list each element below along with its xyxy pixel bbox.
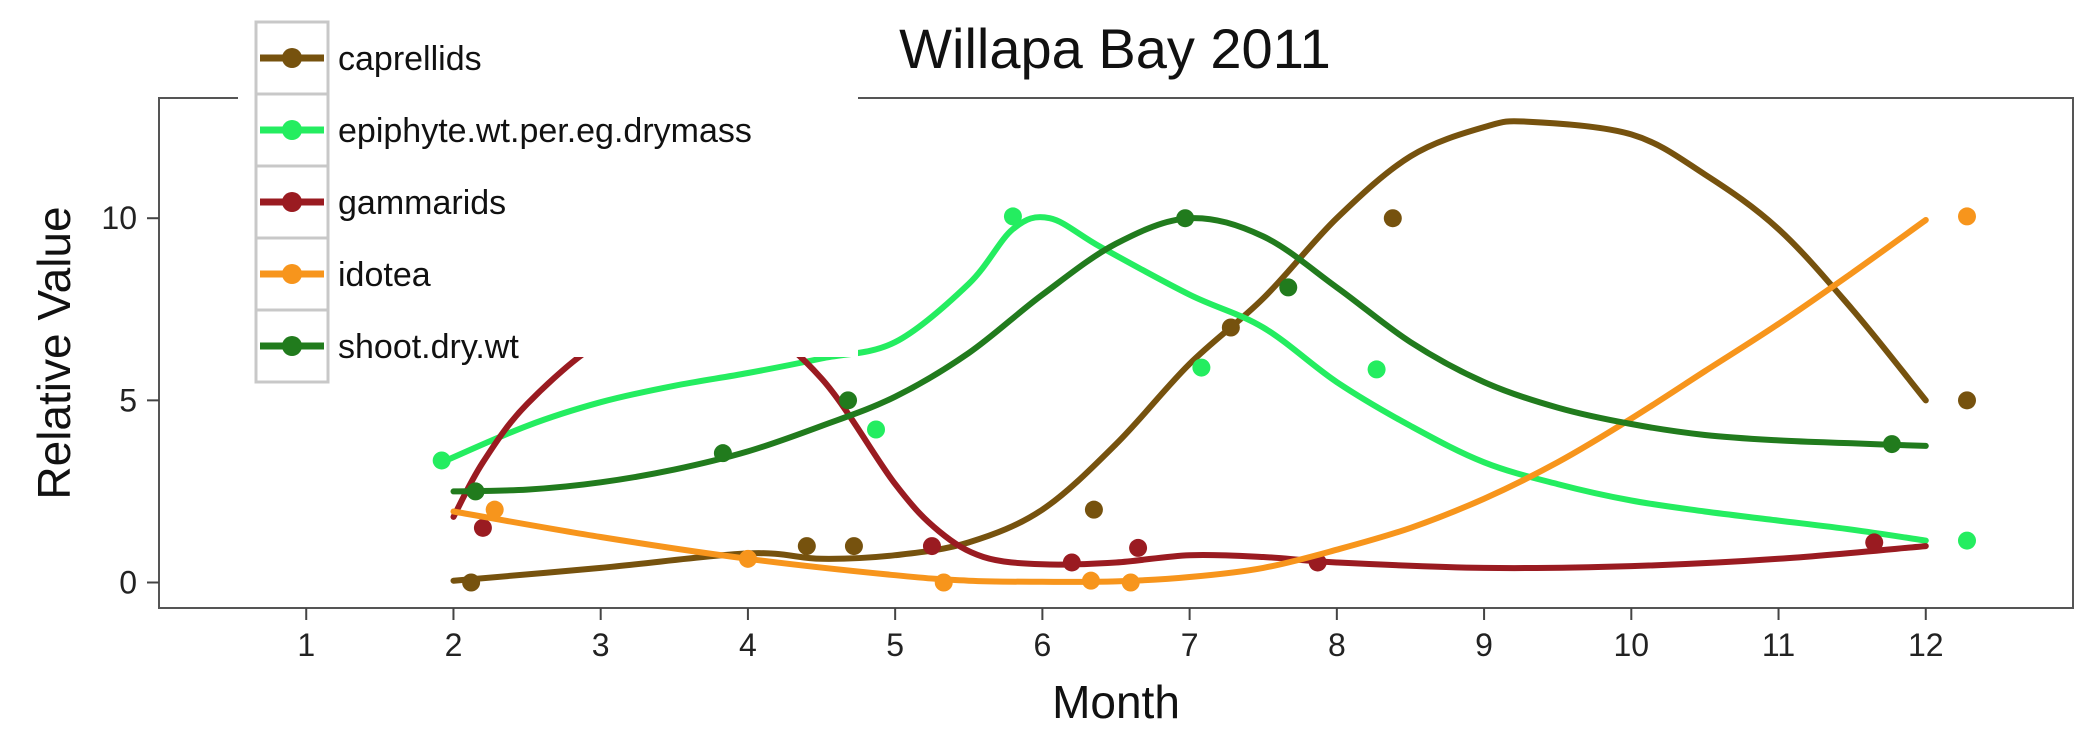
legend-entry: caprellids (254, 20, 482, 96)
legend-entry: epiphyte.wt.per.eg.drymass (254, 92, 752, 168)
series-epiphyte-wt-per-eg-drymass (432, 207, 1976, 550)
legend-key-point (282, 192, 302, 212)
legend-key-point (282, 120, 302, 140)
legend: caprellids epiphyte.wt.per.eg.drymass gamm… (238, 20, 858, 384)
data-point (1957, 391, 1976, 410)
data-point (1221, 318, 1240, 337)
data-point (738, 549, 757, 568)
data-point (1882, 435, 1901, 454)
data-point (1062, 553, 1081, 572)
y-tick-label: 0 (119, 565, 137, 601)
legend-key-point (282, 264, 302, 284)
legend-label: epiphyte.wt.per.eg.drymass (338, 112, 752, 150)
data-point (1084, 500, 1103, 519)
data-point (1367, 360, 1386, 379)
y-tick-label: 5 (119, 382, 137, 418)
data-point (797, 537, 816, 556)
legend-background (238, 22, 858, 357)
data-point (1279, 278, 1298, 297)
data-point (867, 420, 886, 439)
legend-label: caprellids (338, 40, 482, 78)
legend-label: shoot.dry.wt (338, 328, 519, 366)
data-point (1176, 209, 1195, 228)
chart-title: Willapa Bay 2011 (899, 17, 1331, 80)
data-point (934, 573, 953, 592)
data-point (1121, 573, 1140, 592)
data-point (1003, 207, 1022, 226)
x-axis-title: Month (1052, 676, 1180, 728)
x-tick-label: 4 (739, 627, 757, 663)
data-point (432, 451, 451, 470)
y-axis-title: Relative Value (28, 206, 80, 499)
data-point (1081, 571, 1100, 590)
series-line (450, 118, 1929, 584)
data-point (922, 537, 941, 556)
legend-entry: shoot.dry.wt (254, 308, 519, 384)
data-point (485, 500, 504, 519)
data-point (839, 391, 858, 410)
y-tick-label: 10 (101, 200, 137, 236)
data-point (1383, 209, 1402, 228)
x-tick-label: 5 (886, 627, 904, 663)
plot-frame (158, 97, 2074, 609)
x-tick-label: 10 (1614, 627, 1650, 663)
x-tick-label: 1 (297, 627, 315, 663)
x-tick-label: 9 (1475, 627, 1493, 663)
legend-label: idotea (338, 256, 431, 294)
x-tick-label: 8 (1328, 627, 1346, 663)
data-point (844, 537, 863, 556)
series-caprellids (450, 118, 1976, 592)
series-line (443, 214, 1929, 544)
data-point (1957, 207, 1976, 226)
x-tick-label: 6 (1033, 627, 1051, 663)
data-point (1129, 538, 1148, 557)
x-tick-label: 2 (445, 627, 463, 663)
legend-entry: idotea (254, 236, 431, 312)
legend-label: gammarids (338, 184, 506, 222)
x-tick-label: 12 (1908, 627, 1944, 663)
data-point (713, 444, 732, 463)
x-tick-label: 11 (1762, 627, 1795, 663)
series-shoot-dry-wt (450, 209, 1929, 501)
data-point (466, 482, 485, 501)
data-point (1957, 531, 1976, 550)
data-point (473, 518, 492, 537)
data-point (1192, 358, 1211, 377)
series-line (450, 217, 1929, 585)
series-layer (432, 118, 1976, 592)
data-point (1865, 533, 1884, 552)
x-tick-label: 3 (592, 627, 610, 663)
legend-key-point (282, 48, 302, 68)
legend-key-point (282, 336, 302, 356)
x-tick-label: 7 (1181, 627, 1199, 663)
series-idotea (450, 207, 1976, 592)
legend-entry: gammarids (254, 164, 506, 240)
data-point (462, 573, 481, 592)
